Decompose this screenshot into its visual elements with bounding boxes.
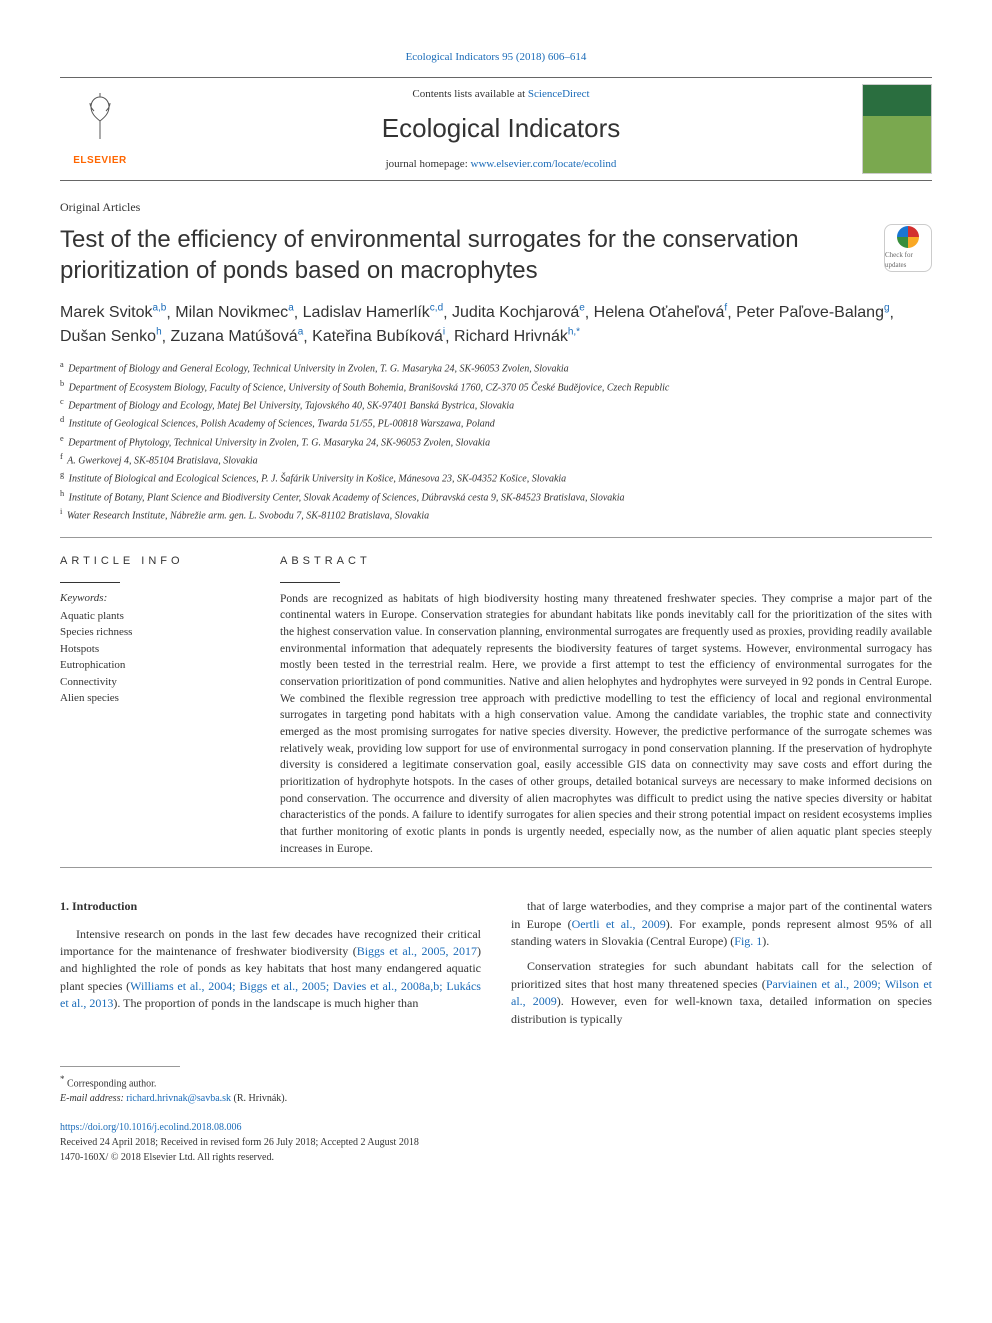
affiliation-item: c Department of Biology and Ecology, Mat… bbox=[60, 396, 932, 413]
affiliation-superscript-link[interactable]: h,* bbox=[568, 327, 580, 338]
article-type-label: Original Articles bbox=[60, 199, 932, 216]
footnote-rule bbox=[60, 1066, 180, 1067]
body-paragraph: Conservation strategies for such abundan… bbox=[511, 958, 932, 1028]
citation-link[interactable]: Oertli et al., 2009 bbox=[572, 917, 666, 931]
contents-lists-line: Contents lists available at ScienceDirec… bbox=[140, 87, 862, 102]
affiliation-superscript-link[interactable]: a bbox=[298, 327, 304, 338]
publisher-brand: ELSEVIER bbox=[73, 154, 126, 168]
keyword-item: Species richness bbox=[60, 624, 250, 641]
author: Judita Kochjarováe bbox=[452, 304, 585, 321]
corresponding-author-note: * Corresponding author. bbox=[60, 1073, 932, 1091]
affiliation-superscript-link[interactable]: e bbox=[579, 303, 585, 314]
affiliation-superscript-link[interactable]: h bbox=[156, 327, 162, 338]
journal-name: Ecological Indicators bbox=[140, 110, 862, 146]
journal-header: ELSEVIER Contents lists available at Sci… bbox=[60, 77, 932, 181]
affiliation-superscript-link[interactable]: f bbox=[724, 303, 727, 314]
column-left: 1. Introduction Intensive research on po… bbox=[60, 898, 481, 1036]
corresponding-email-link[interactable]: richard.hrivnak@savba.sk bbox=[126, 1093, 231, 1104]
keyword-item: Hotspots bbox=[60, 641, 250, 658]
affiliation-item: i Water Research Institute, Nábrežie arm… bbox=[60, 506, 932, 523]
keyword-item: Connectivity bbox=[60, 674, 250, 691]
issn-copyright: 1470-160X/ © 2018 Elsevier Ltd. All righ… bbox=[60, 1150, 932, 1165]
author: Ladislav Hamerlíkc,d bbox=[303, 304, 444, 321]
journal-homepage-link[interactable]: www.elsevier.com/locate/ecolind bbox=[471, 158, 617, 170]
citation-link[interactable]: Parviainen et al., 2009; Wilson et al., … bbox=[511, 977, 932, 1008]
abstract-text: Ponds are recognized as habitats of high… bbox=[280, 591, 932, 858]
article-title: Test of the efficiency of environmental … bbox=[60, 224, 864, 286]
journal-reference: Ecological Indicators 95 (2018) 606–614 bbox=[60, 50, 932, 65]
citation-link[interactable]: Williams et al., 2004; Biggs et al., 200… bbox=[60, 979, 481, 1010]
author: Richard Hrivnákh,* bbox=[454, 328, 580, 345]
info-rule bbox=[60, 582, 120, 583]
crossmark-badge[interactable]: Check for updates bbox=[884, 224, 932, 272]
page-footer: * Corresponding author. E-mail address: … bbox=[60, 1066, 932, 1165]
divider bbox=[60, 537, 932, 538]
doi-link[interactable]: https://doi.org/10.1016/j.ecolind.2018.0… bbox=[60, 1122, 241, 1133]
citation-link[interactable]: Fig. 1 bbox=[734, 934, 762, 948]
affiliation-item: h Institute of Botany, Plant Science and… bbox=[60, 488, 932, 505]
abstract-heading: ABSTRACT bbox=[280, 554, 932, 569]
crossmark-label: Check for updates bbox=[885, 251, 931, 271]
contents-prefix: Contents lists available at bbox=[412, 88, 527, 100]
affiliation-item: b Department of Ecosystem Biology, Facul… bbox=[60, 378, 932, 395]
affiliations-list: a Department of Biology and General Ecol… bbox=[60, 359, 932, 523]
citation-link[interactable]: Biggs et al., 2005, 2017 bbox=[357, 944, 477, 958]
email-person: (R. Hrivnák). bbox=[231, 1093, 287, 1104]
author: Marek Svitoka,b bbox=[60, 304, 166, 321]
publisher-logo: ELSEVIER bbox=[60, 89, 140, 169]
article-info-sidebar: ARTICLE INFO Keywords: Aquatic plantsSpe… bbox=[60, 554, 250, 857]
abstract-rule bbox=[280, 582, 340, 583]
author: Dušan Senkoh bbox=[60, 328, 162, 345]
doi-line: https://doi.org/10.1016/j.ecolind.2018.0… bbox=[60, 1120, 932, 1135]
author: Kateřina Bubíkovái bbox=[312, 328, 445, 345]
affiliation-superscript-link[interactable]: i bbox=[443, 327, 445, 338]
journal-homepage-line: journal homepage: www.elsevier.com/locat… bbox=[140, 157, 862, 172]
journal-reference-link[interactable]: Ecological Indicators 95 (2018) 606–614 bbox=[406, 51, 587, 63]
keyword-item: Aquatic plants bbox=[60, 608, 250, 625]
homepage-prefix: journal homepage: bbox=[386, 158, 471, 170]
affiliation-item: e Department of Phytology, Technical Uni… bbox=[60, 433, 932, 450]
column-right: that of large waterbodies, and they comp… bbox=[511, 898, 932, 1036]
affiliation-superscript-link[interactable]: a bbox=[288, 303, 294, 314]
affiliation-superscript-link[interactable]: a,b bbox=[152, 303, 166, 314]
sciencedirect-link[interactable]: ScienceDirect bbox=[528, 88, 590, 100]
affiliation-superscript-link[interactable]: c,d bbox=[430, 303, 443, 314]
author: Helena Oťaheľováf bbox=[594, 304, 728, 321]
article-info-heading: ARTICLE INFO bbox=[60, 554, 250, 569]
body-paragraph: Intensive research on ponds in the last … bbox=[60, 926, 481, 1013]
author: Milan Novikmeca bbox=[175, 304, 293, 321]
author: Peter Paľove-Balangg bbox=[736, 304, 889, 321]
authors-list: Marek Svitoka,b, Milan Novikmeca, Ladisl… bbox=[60, 301, 932, 350]
affiliation-item: g Institute of Biological and Ecological… bbox=[60, 469, 932, 486]
crossmark-icon bbox=[897, 226, 919, 248]
affiliation-item: d Institute of Geological Sciences, Poli… bbox=[60, 414, 932, 431]
author: Zuzana Matúšováa bbox=[171, 328, 304, 345]
email-line: E-mail address: richard.hrivnak@savba.sk… bbox=[60, 1091, 932, 1106]
received-dates: Received 24 April 2018; Received in revi… bbox=[60, 1135, 932, 1150]
abstract-section: ABSTRACT Ponds are recognized as habitat… bbox=[280, 554, 932, 857]
keyword-item: Eutrophication bbox=[60, 657, 250, 674]
body-columns: 1. Introduction Intensive research on po… bbox=[60, 898, 932, 1036]
keywords-label: Keywords: bbox=[60, 591, 250, 606]
journal-cover-thumbnail bbox=[862, 84, 932, 174]
divider bbox=[60, 867, 932, 868]
keyword-item: Alien species bbox=[60, 690, 250, 707]
affiliation-item: f A. Gwerkovej 4, SK-85104 Bratislava, S… bbox=[60, 451, 932, 468]
email-label: E-mail address: bbox=[60, 1093, 126, 1104]
section-heading-intro: 1. Introduction bbox=[60, 898, 481, 915]
affiliation-item: a Department of Biology and General Ecol… bbox=[60, 359, 932, 376]
affiliation-superscript-link[interactable]: g bbox=[884, 303, 890, 314]
elsevier-tree-icon bbox=[77, 91, 123, 154]
body-paragraph: that of large waterbodies, and they comp… bbox=[511, 898, 932, 950]
keywords-list: Aquatic plantsSpecies richnessHotspotsEu… bbox=[60, 608, 250, 707]
